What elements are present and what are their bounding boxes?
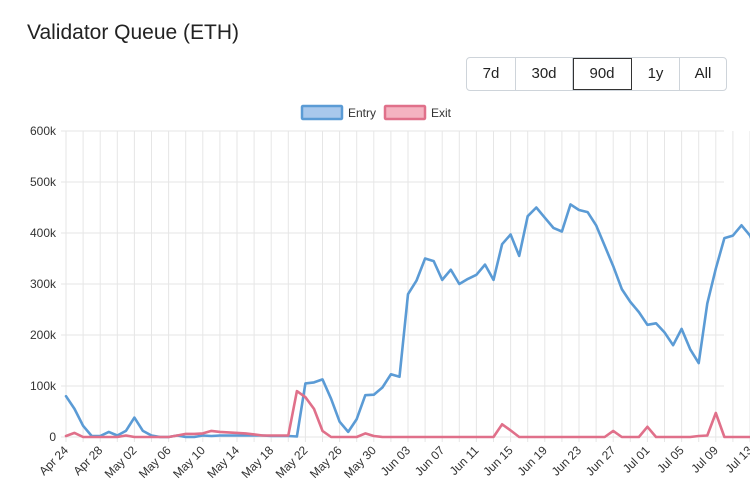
- x-tick-label: Jul 09: [688, 443, 721, 476]
- x-tick-label: Jun 11: [447, 443, 482, 478]
- legend-swatch-exit[interactable]: [383, 104, 427, 121]
- x-tick-label: Jun 03: [378, 443, 414, 479]
- chart-series: [64, 172, 750, 439]
- x-tick-label: Apr 28: [70, 443, 105, 478]
- range-button-7d[interactable]: 7d: [467, 58, 516, 90]
- x-tick-label: May 18: [239, 443, 277, 481]
- x-tick-label: Jul 05: [654, 443, 687, 476]
- exit-series-line[interactable]: [64, 172, 750, 439]
- range-button-1y[interactable]: 1y: [632, 58, 680, 90]
- x-tick-label: Apr 24: [36, 443, 71, 478]
- range-button-all[interactable]: All: [694, 65, 712, 82]
- legend-swatch-entry[interactable]: [300, 104, 344, 121]
- x-tick-label: May 02: [102, 443, 140, 481]
- time-range-selector: 7d 30d 90d 1y All: [466, 57, 727, 91]
- x-tick-label: Jul 01: [620, 443, 653, 476]
- x-tick-label: Jun 19: [515, 443, 551, 479]
- y-tick-label: 500k: [30, 175, 57, 189]
- page-title: Validator Queue (ETH): [27, 21, 240, 44]
- x-tick-label: May 06: [136, 443, 174, 481]
- x-tick-label: May 26: [307, 443, 345, 481]
- x-tick-label: May 30: [341, 443, 379, 481]
- x-tick-label: May 14: [204, 443, 242, 481]
- x-tick-label: Jun 15: [480, 443, 516, 479]
- x-tick-label: May 10: [170, 443, 208, 481]
- y-axis: 0 100k 200k 300k 400k 500k 600k: [30, 124, 57, 444]
- legend-label-exit: Exit: [431, 106, 452, 120]
- y-tick-label: 0: [49, 430, 56, 444]
- entry-series-line[interactable]: [64, 203, 750, 439]
- x-tick-label: Jul 13: [723, 443, 750, 476]
- chart-legend: Entry Exit: [300, 104, 452, 121]
- chart-grid: [61, 130, 750, 442]
- y-tick-label: 300k: [30, 277, 57, 291]
- range-button-90d[interactable]: 90d: [573, 58, 632, 90]
- x-tick-label: Jun 07: [412, 443, 448, 479]
- y-tick-label: 200k: [30, 328, 57, 342]
- y-tick-label: 400k: [30, 226, 57, 240]
- range-button-30d[interactable]: 30d: [516, 58, 573, 90]
- y-tick-label: 600k: [30, 124, 57, 138]
- x-tick-label: Jun 27: [583, 443, 619, 479]
- x-tick-label: May 22: [273, 443, 311, 481]
- legend-label-entry: Entry: [348, 106, 376, 120]
- x-tick-label: Jun 23: [549, 443, 585, 479]
- y-tick-label: 100k: [30, 379, 57, 393]
